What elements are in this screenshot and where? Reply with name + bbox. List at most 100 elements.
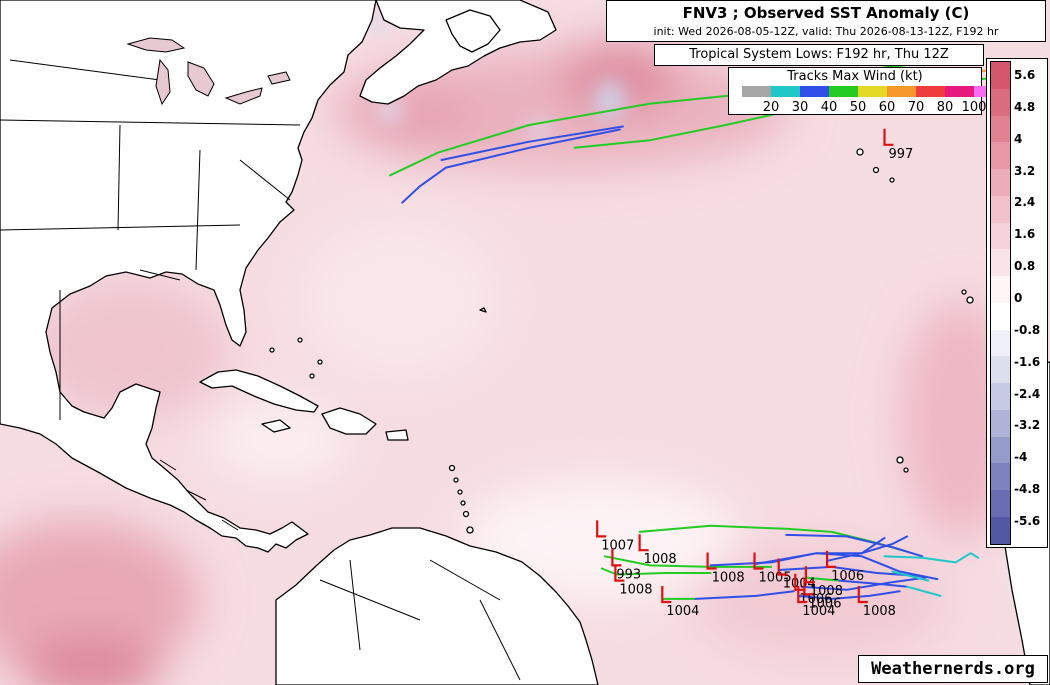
tracks-legend-swatch xyxy=(800,86,829,97)
low-pressure-label: 1006 xyxy=(808,596,841,611)
low-marker: 1008 xyxy=(706,552,745,586)
lows-title: Tropical System Lows: F192 hr, Thu 12Z xyxy=(654,44,984,66)
low-marker-symbol xyxy=(611,549,622,567)
storm-track xyxy=(838,579,909,588)
lesser-antilles xyxy=(448,464,474,534)
storm-track xyxy=(891,570,930,582)
low-marker: 1006 xyxy=(794,573,832,607)
low-pressure-label: 1007 xyxy=(601,538,634,553)
storm-track xyxy=(906,585,942,597)
low-marker-symbol xyxy=(614,564,625,582)
storm-track xyxy=(600,567,712,576)
colorbar-swatch xyxy=(991,356,1010,384)
tracks-legend-label: 30 xyxy=(791,100,809,115)
colorbar-swatch xyxy=(991,115,1010,143)
colorbar-label: -2.4 xyxy=(1014,386,1041,401)
tracks-legend-label: 50 xyxy=(849,100,867,115)
tracks-legend: Tracks Max Wind (kt) 20 30 40 50 60 70 80 100 xyxy=(728,67,1003,115)
colorbar-label: 4 xyxy=(1014,131,1023,146)
low-marker-symbol xyxy=(803,578,814,596)
puerto-rico xyxy=(385,429,409,441)
low-marker: 1008 xyxy=(614,564,652,598)
tracks-legend-label: 60 xyxy=(878,100,896,115)
tracks-legend-swatch xyxy=(829,86,858,97)
tracks-legend-label: 70 xyxy=(907,100,925,115)
tracks-legend-label: 20 xyxy=(762,100,780,115)
colorbar-swatch xyxy=(991,436,1010,464)
low-marker: 1008 xyxy=(804,566,843,599)
low-marker-symbol xyxy=(794,573,805,591)
colorbar-swatch xyxy=(991,383,1010,410)
colorbar-label: 5.6 xyxy=(1014,68,1036,82)
colorbar-swatch xyxy=(991,88,1010,116)
tracks-legend-label: 40 xyxy=(820,100,838,115)
low-marker-symbol xyxy=(638,534,649,552)
newfoundland xyxy=(445,9,501,53)
low-marker: 1008 xyxy=(857,586,896,619)
tracks-legend-swatches xyxy=(742,86,1003,97)
low-pressure-label: 993 xyxy=(616,567,641,582)
map-subtitle: init: Wed 2026-08-05-12Z, valid: Thu 202… xyxy=(653,25,999,38)
hispaniola xyxy=(321,407,377,435)
storm-track xyxy=(804,576,841,582)
colorbar-swatch xyxy=(991,195,1010,223)
colorbar-swatch xyxy=(991,490,1010,518)
low-marker-symbol xyxy=(706,552,717,570)
low-marker: 1007 xyxy=(596,520,634,553)
title-box: FNV3 ; Observed SST Anomaly (C) init: We… xyxy=(606,0,1046,42)
low-pressure-label: 1004 xyxy=(802,604,835,619)
colorbar-swatches xyxy=(990,61,1011,545)
storm-track xyxy=(826,537,886,562)
tracks-legend-swatch xyxy=(916,86,945,97)
great-lakes xyxy=(126,37,291,106)
colorbar-label: -4.8 xyxy=(1014,482,1041,497)
low-pressure-label: 1008 xyxy=(644,552,677,567)
low-pressure-label: 1008 xyxy=(863,604,896,619)
low-pressure-label: 1008 xyxy=(619,583,652,598)
colorbar-label: -3.2 xyxy=(1014,418,1041,433)
colorbar-swatch xyxy=(991,249,1010,277)
colorbar-swatch xyxy=(991,142,1010,170)
storm-track xyxy=(603,555,773,568)
colorbar-label: 1.6 xyxy=(1014,227,1036,242)
low-marker-symbol xyxy=(797,586,808,604)
colorbar-swatch xyxy=(991,409,1010,437)
storm-track xyxy=(440,125,624,161)
low-marker-symbol xyxy=(661,586,672,604)
low-marker: 1004 xyxy=(777,558,816,592)
colorbar-swatch xyxy=(991,302,1010,330)
low-marker-symbol xyxy=(596,520,607,538)
low-marker: 1006 xyxy=(826,550,864,584)
tracks-legend-title: Tracks Max Wind (kt) xyxy=(787,69,923,84)
storm-track xyxy=(389,90,773,177)
low-pressure-label: 1008 xyxy=(712,571,745,586)
colorbar-label: 0.8 xyxy=(1014,259,1036,274)
tracks-legend-label: 100 xyxy=(961,100,987,115)
tracks-legend-swatch xyxy=(887,86,916,97)
low-marker: 997 xyxy=(883,128,913,162)
low-marker: 1006 xyxy=(803,578,841,611)
storm-track xyxy=(800,576,927,591)
canada-maritimes xyxy=(359,0,557,105)
colorbar-label: -4 xyxy=(1014,450,1028,465)
low-marker-symbol xyxy=(883,128,894,146)
map-title: FNV3 ; Observed SST Anomaly (C) xyxy=(682,4,970,22)
watermark: Weathernerds.org xyxy=(858,655,1048,683)
colorbar-swatch xyxy=(991,222,1010,250)
low-pressure-label: 1004 xyxy=(666,604,699,619)
political-borders xyxy=(0,59,521,681)
tracks-legend-swatch xyxy=(858,86,887,97)
colorbar-swatch xyxy=(991,276,1010,303)
colorbar-label: 4.8 xyxy=(1014,99,1036,114)
colorbar-label: 2.4 xyxy=(1014,195,1036,210)
storm-track xyxy=(797,590,901,600)
colorbar-swatch xyxy=(991,329,1010,357)
jamaica xyxy=(261,419,291,433)
low-pressure-label: 1008 xyxy=(810,584,843,599)
bermuda xyxy=(479,307,487,313)
cuba xyxy=(199,369,319,413)
colorbar-swatch xyxy=(991,62,1010,89)
low-marker-symbol xyxy=(777,558,788,576)
storm-track xyxy=(785,533,924,558)
colorbar-swatch xyxy=(991,169,1010,196)
